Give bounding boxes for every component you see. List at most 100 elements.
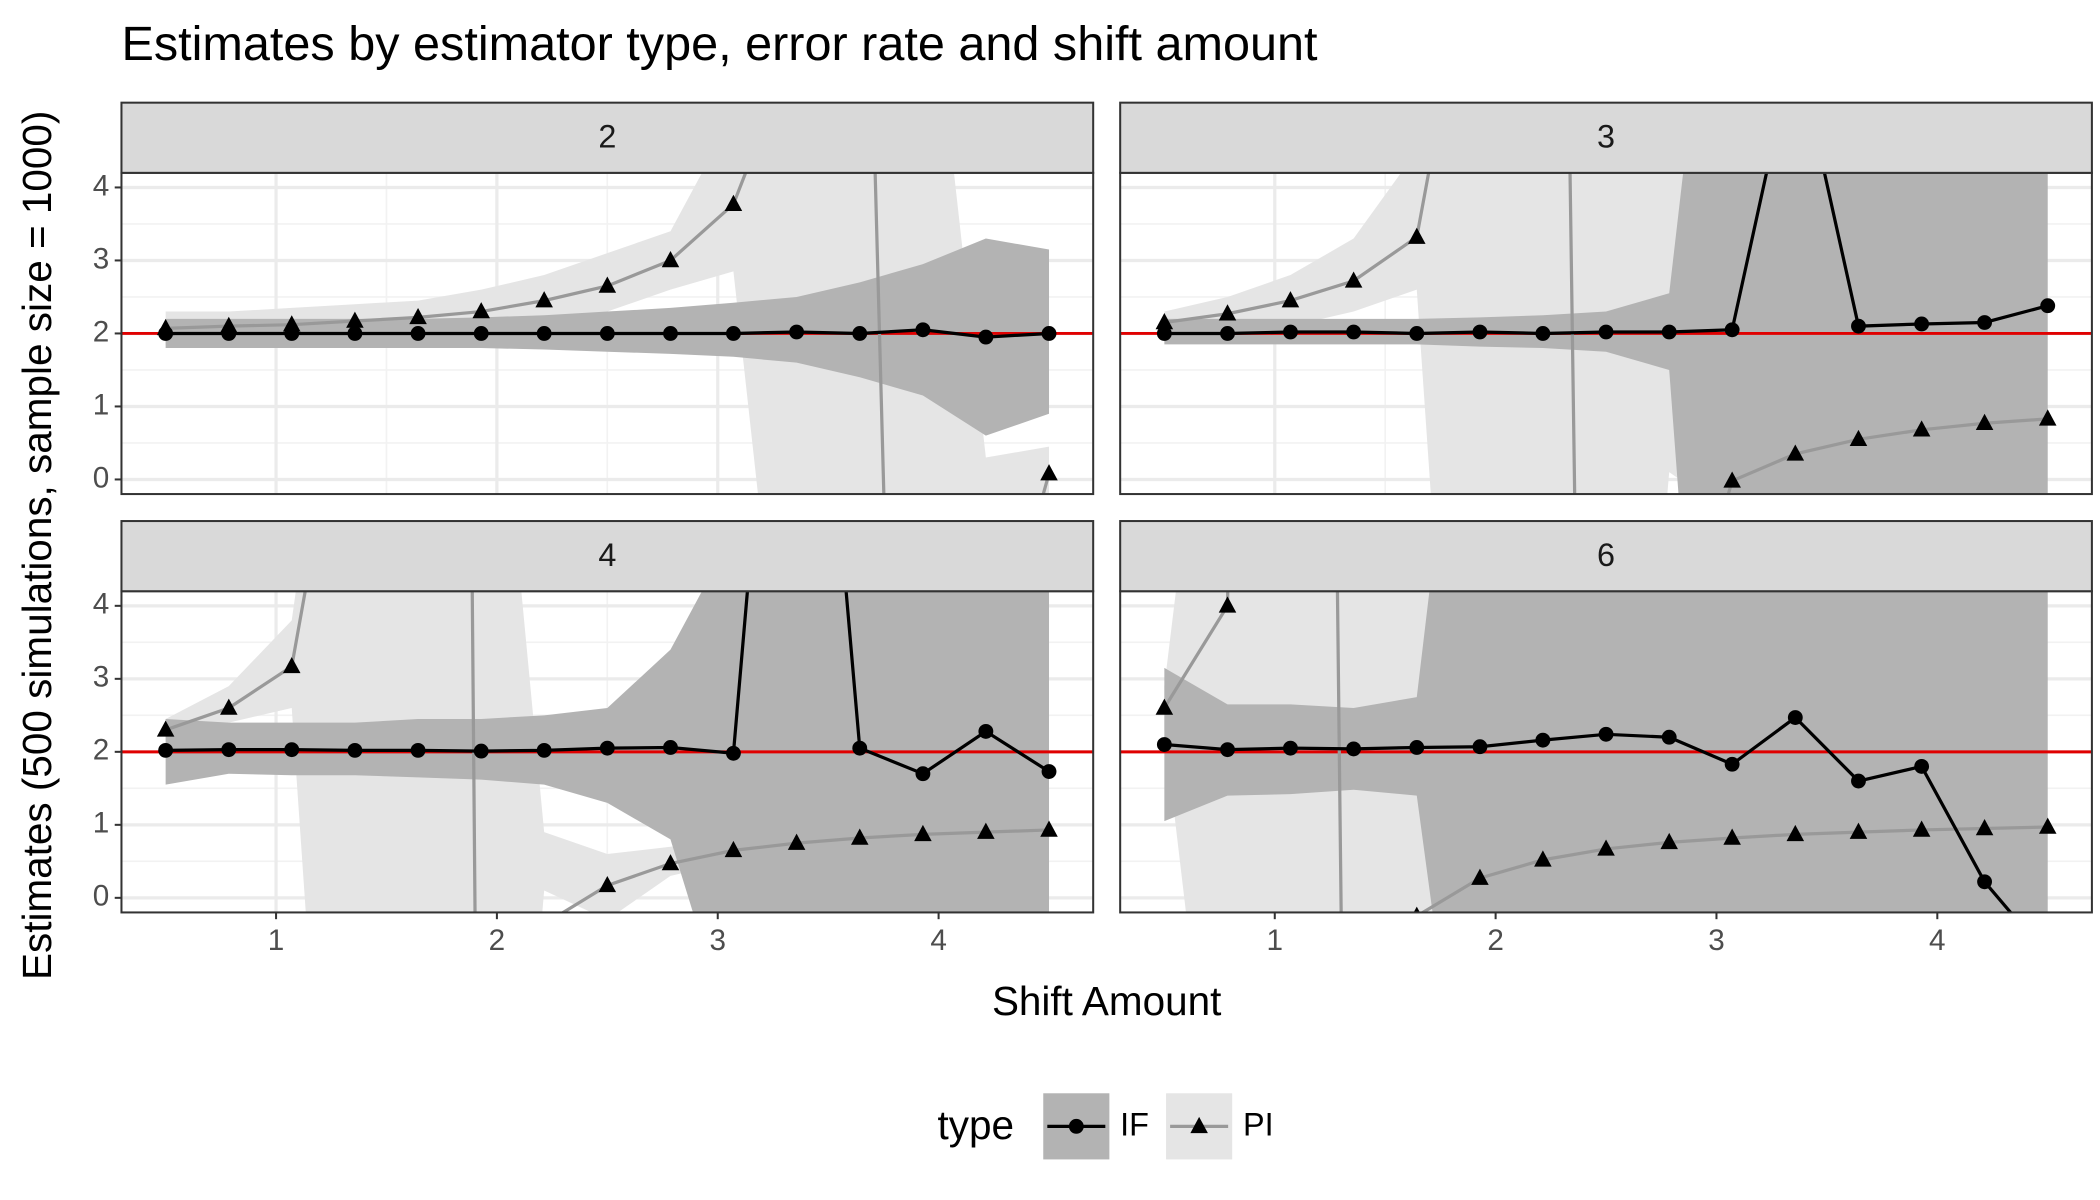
point: [1409, 740, 1425, 755]
point: [978, 329, 994, 345]
point: [1155, 313, 1174, 330]
point: [1471, 868, 1489, 885]
point: [915, 322, 931, 338]
y-tick-label: 1: [93, 807, 110, 840]
strip: [1119, 520, 2093, 593]
y-tick-label: 0: [93, 461, 110, 494]
point: [221, 742, 237, 758]
point: [1346, 324, 1362, 340]
point: [787, 833, 806, 850]
point: [1534, 850, 1552, 867]
y-tick-label: 0: [93, 880, 110, 913]
point: [1155, 698, 1174, 715]
point: [1283, 740, 1298, 756]
x-tick-label: 3: [709, 924, 726, 957]
point: [1218, 596, 1237, 613]
point: [1660, 832, 1678, 850]
x-axis-title: Shift Amount: [992, 978, 1221, 1024]
point: [158, 742, 174, 758]
point: [346, 311, 364, 328]
point: [1912, 820, 1931, 837]
point: [1218, 304, 1237, 321]
point: [663, 740, 678, 755]
strip-label: 2: [598, 119, 616, 155]
point: [1787, 710, 1803, 725]
point: [1851, 318, 1866, 334]
strip-label: 6: [1597, 537, 1615, 573]
point: [1040, 820, 1058, 837]
point: [852, 740, 868, 756]
point: [724, 194, 743, 211]
point: [1598, 324, 1614, 340]
point: [1786, 444, 1805, 461]
facet-panel: 6 1 2 3 4: [1119, 520, 2093, 964]
y-axis-title: Estimates (500 simulations, sample size …: [14, 111, 60, 980]
series-line: [1164, 172, 2048, 495]
x-tick-label: 2: [1487, 924, 1504, 957]
point: [1724, 756, 1740, 772]
legend-label: PI: [1243, 1107, 1274, 1143]
point: [347, 326, 363, 341]
point: [661, 854, 680, 871]
point: [1156, 737, 1172, 752]
strip: [1119, 101, 2093, 174]
point: [347, 742, 363, 758]
point: [282, 656, 301, 674]
point: [536, 326, 552, 341]
point: [409, 307, 427, 325]
point: [1281, 291, 1300, 308]
point: [220, 698, 238, 715]
point: [1977, 874, 1992, 890]
point: [977, 822, 995, 839]
point: [1472, 324, 1488, 340]
y-tick-label: 1: [93, 388, 110, 421]
facet-panel: 2 0 1 2 3 4: [93, 101, 1095, 496]
y-tick-label: 3: [93, 242, 110, 275]
data-layer: [121, 591, 1094, 913]
point: [1472, 739, 1488, 755]
point: [1535, 732, 1551, 748]
strip: [120, 101, 1095, 174]
point: [1408, 227, 1426, 244]
point: [1849, 822, 1868, 839]
point: [598, 276, 617, 293]
point: [661, 251, 680, 268]
facet-panel: 4 0 1 2 3 4 1 2 3 4: [93, 520, 1095, 957]
facet-panel: 3: [1119, 34, 2093, 496]
point: [1849, 429, 1868, 447]
point: [1220, 326, 1235, 341]
point: [663, 326, 678, 341]
point: [282, 315, 301, 332]
point: [1788, 34, 1803, 49]
y-tick-label: 3: [93, 661, 110, 694]
x-tick-label: 1: [268, 924, 285, 957]
point: [1344, 271, 1363, 288]
point: [726, 326, 741, 341]
x-tick-label: 3: [1708, 924, 1725, 957]
point: [473, 743, 489, 759]
legend-label: IF: [1120, 1107, 1149, 1143]
x-tick-label: 2: [489, 924, 506, 957]
y-tick-label: 4: [93, 588, 110, 621]
legend-marker: [1190, 1116, 1208, 1134]
point: [158, 326, 174, 341]
point: [978, 723, 994, 739]
point: [1912, 420, 1931, 437]
point: [221, 326, 237, 341]
point: [1661, 729, 1677, 745]
point: [284, 326, 300, 341]
point: [598, 875, 617, 893]
y-tick-label: 2: [93, 315, 110, 348]
point: [1041, 326, 1057, 341]
point: [914, 824, 932, 842]
strip: [120, 520, 1095, 593]
point: [789, 324, 805, 340]
point: [2038, 409, 2057, 426]
legend-marker: [1068, 1118, 1084, 1134]
point: [472, 302, 490, 319]
point: [2040, 949, 2055, 964]
point: [2040, 298, 2056, 314]
point: [410, 326, 426, 341]
